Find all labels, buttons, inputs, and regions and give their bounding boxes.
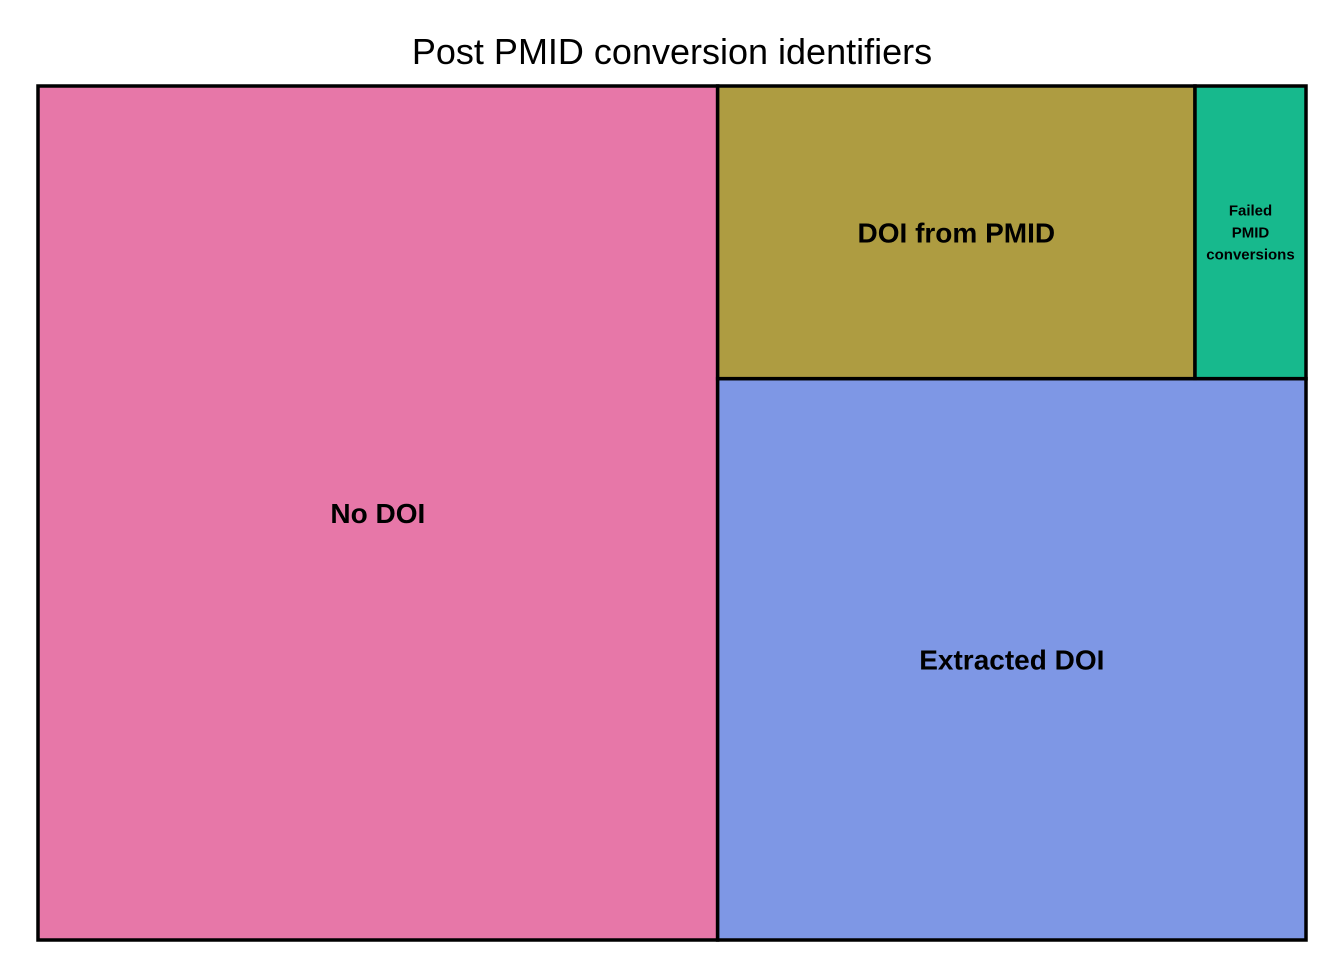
tile-failed-pmid-conversions bbox=[1193, 84, 1308, 381]
tile-doi-from-pmid bbox=[715, 84, 1197, 381]
chart-title: Post PMID conversion identifiers bbox=[411, 31, 933, 72]
tile-no-doi bbox=[36, 84, 720, 942]
tile-label-failed-pmid-conversions: Failed PMID conversions bbox=[1206, 203, 1294, 264]
tile-label-extracted-doi: Extracted DOI bbox=[919, 644, 1104, 675]
tile-label-doi-from-pmid: DOI from PMID bbox=[858, 217, 1056, 248]
tile-label-no-doi: No DOI bbox=[330, 498, 425, 529]
